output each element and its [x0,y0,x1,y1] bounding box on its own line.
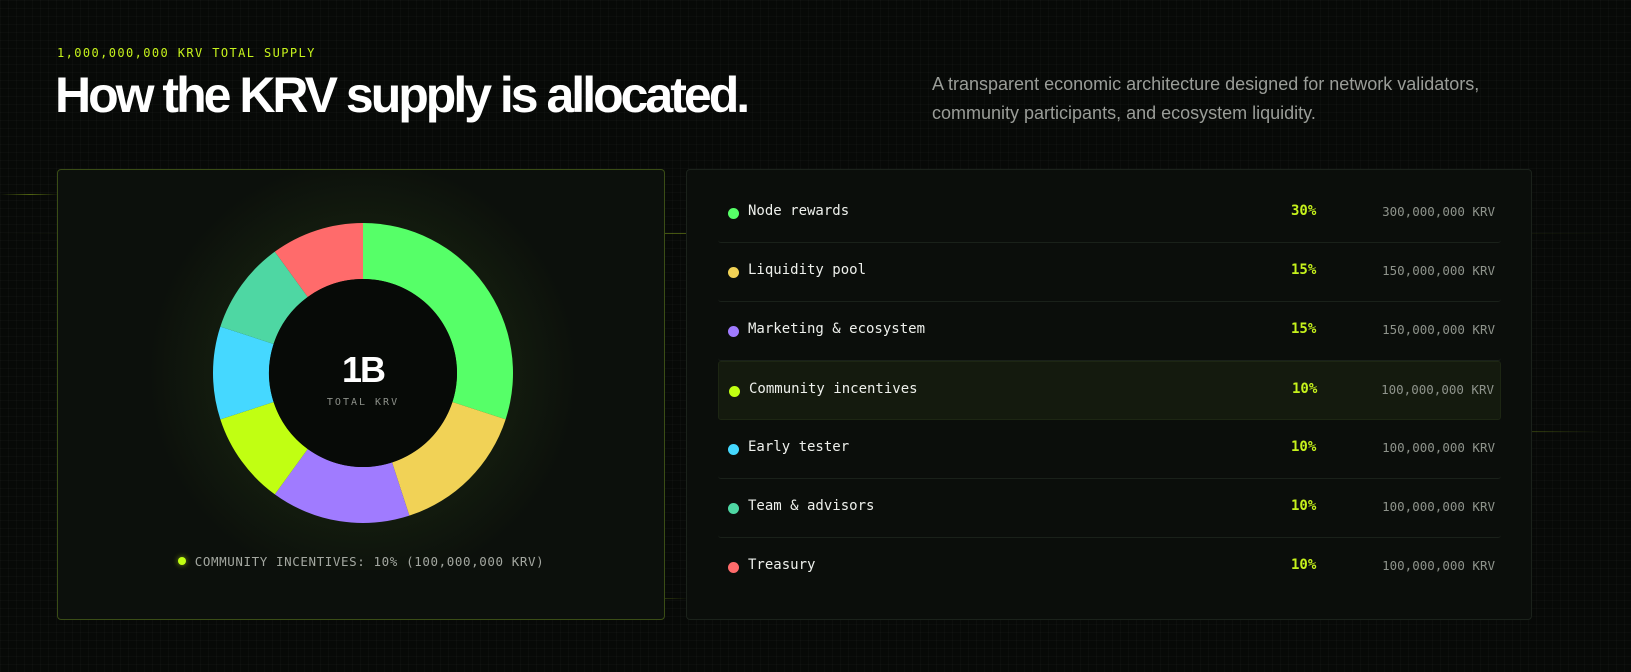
decor-line-left [0,194,60,195]
allocation-amount: 100,000,000 KRV [1381,382,1494,397]
allocation-percent: 10% [1291,498,1317,514]
allocation-amount: 100,000,000 KRV [1382,558,1495,573]
allocation-amount: 100,000,000 KRV [1382,499,1495,514]
allocation-name: Treasury [748,557,816,573]
allocation-list: Node rewards 30% 300,000,000 KRV Liquidity … [718,184,1501,597]
donut-slice-liquidity-pool[interactable] [392,402,506,516]
supply-eyebrow: 1,000,000,000 KRV TOTAL SUPPLY [57,46,316,60]
donut-center-label: TOTAL KRV [327,397,399,408]
allocation-row[interactable]: Marketing & ecosystem 15% 150,000,000 KRV [718,302,1501,361]
allocation-color-dot [728,444,739,455]
allocation-percent: 10% [1291,439,1317,455]
donut-hole [269,279,457,467]
allocation-list-card: Node rewards 30% 300,000,000 KRV Liquidity … [686,169,1532,620]
allocation-percent: 10% [1292,381,1318,397]
allocation-color-dot [729,386,740,397]
chart-card: 1B TOTAL KRV COMMUNITY INCENTIVES: 10% (… [57,169,665,620]
donut-chart: 1B TOTAL KRV [148,170,578,570]
donut-slice-treasury[interactable] [274,223,363,297]
active-segment-label: COMMUNITY INCENTIVES: 10% (100,000,000 K… [194,554,545,569]
page-title: How the KRV supply is allocated. [55,67,750,123]
active-segment-legend: COMMUNITY INCENTIVES: 10% (100,000,000 K… [58,554,664,569]
allocation-name: Node rewards [748,203,850,219]
allocation-amount: 300,000,000 KRV [1382,204,1495,219]
donut-slice-community-incentives[interactable] [220,402,308,495]
allocation-color-dot [728,267,739,278]
active-segment-dot [177,557,186,565]
allocation-color-dot [728,562,739,573]
allocation-name: Marketing & ecosystem [748,321,926,337]
allocation-percent: 10% [1291,557,1317,573]
allocation-name: Early tester [748,439,850,455]
donut-center-value: 1B [342,349,385,390]
allocation-amount: 150,000,000 KRV [1382,263,1495,278]
allocation-row[interactable]: Treasury 10% 100,000,000 KRV [718,538,1501,597]
allocation-row[interactable]: Liquidity pool 15% 150,000,000 KRV [718,243,1501,302]
donut-slice-node-rewards[interactable] [363,223,513,420]
allocation-row[interactable]: Community incentives 10% 100,000,000 KRV [718,361,1501,420]
donut-slice-team-advisors[interactable] [220,251,308,344]
donut-slice-early-tester[interactable] [213,326,274,420]
allocation-percent: 15% [1291,321,1317,337]
allocation-row[interactable]: Early tester 10% 100,000,000 KRV [718,420,1501,479]
allocation-amount: 150,000,000 KRV [1382,322,1495,337]
allocation-color-dot [728,326,739,337]
allocation-amount: 100,000,000 KRV [1382,440,1495,455]
allocation-name: Team & advisors [748,498,875,514]
allocation-percent: 30% [1291,203,1317,219]
allocation-color-dot [728,208,739,219]
allocation-percent: 15% [1291,262,1317,278]
allocation-row[interactable]: Node rewards 30% 300,000,000 KRV [718,184,1501,243]
allocation-row[interactable]: Team & advisors 10% 100,000,000 KRV [718,479,1501,538]
allocation-name: Community incentives [749,381,918,397]
allocation-name: Liquidity pool [748,262,867,278]
page-description: A transparent economic architecture desi… [932,74,1480,123]
allocation-color-dot [728,503,739,514]
donut-slice-marketing-ecosystem[interactable] [274,449,410,523]
